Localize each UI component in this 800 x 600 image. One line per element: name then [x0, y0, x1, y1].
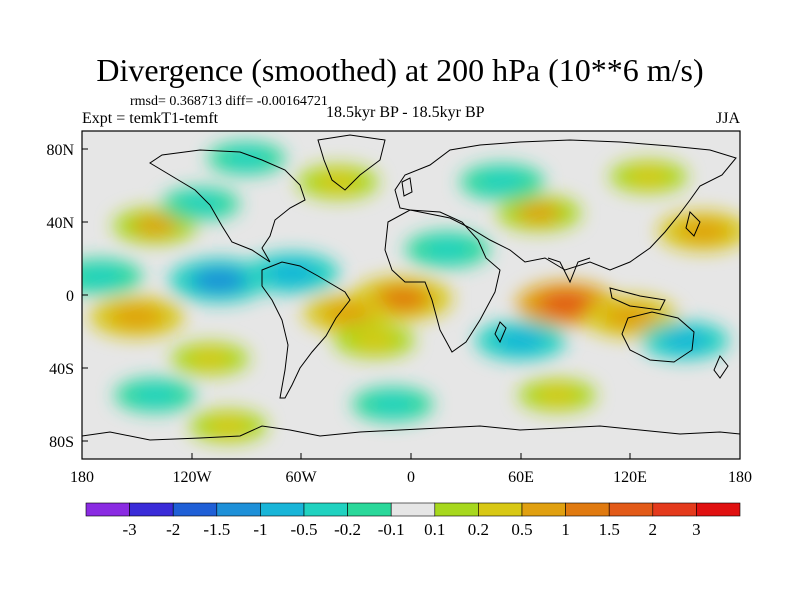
coastline-antarctica	[82, 425, 740, 441]
field-core-n-africa	[424, 238, 471, 260]
coastline-north-america	[149, 149, 306, 263]
colorbar-label: 0.2	[468, 520, 489, 539]
coastline-australia	[621, 311, 695, 363]
colorbar-label: 1.5	[599, 520, 620, 539]
field-core-c-pacific-eq	[82, 266, 124, 288]
colorbar-swatch	[696, 502, 741, 517]
colorbar-swatch	[216, 502, 261, 517]
colorbar-label: -1.5	[203, 520, 230, 539]
colorbar-swatch	[390, 502, 436, 517]
coastline-india	[547, 257, 591, 284]
lat-label-0: 0	[66, 288, 74, 305]
coastline-indonesia	[609, 287, 666, 311]
lat-label-40n: 40N	[46, 215, 74, 232]
field-core-nw-pacific	[678, 219, 729, 243]
field-core-e-pacific-itcz	[191, 267, 248, 294]
field-core-s-pacific-mid	[188, 349, 231, 369]
field-core-arctic-canada	[225, 148, 268, 168]
lon-label-120e: 120E	[613, 469, 647, 486]
colorbar-labels: -3 -2 -1.5 -1 -0.5 -0.2 -0.1 0.1 0.2 0.5 1 1.5 2 3	[123, 520, 701, 539]
colorbar-swatch	[260, 502, 305, 517]
colorbar-label: 2	[649, 520, 658, 539]
axis-ticks	[81, 148, 741, 459]
colorbar-label: 0.5	[511, 520, 532, 539]
colorbar-swatch	[434, 502, 479, 517]
colorbar-swatch	[478, 502, 523, 517]
colorbar-label: -3	[123, 520, 137, 539]
field-core-na-west	[179, 194, 222, 214]
field-core-indian-south	[495, 329, 546, 353]
season-label: JJA	[716, 110, 741, 127]
lon-label-180w: 180	[70, 469, 94, 486]
colorbar-label: -2	[166, 520, 180, 539]
colorbar-swatch	[521, 502, 566, 517]
field-core-europe-russia	[479, 171, 526, 193]
lon-label-120w: 120W	[172, 469, 212, 486]
colorbar-label: -0.5	[291, 520, 318, 539]
field-core-s-ocean-pacific	[133, 385, 178, 406]
coastline-eurasia	[394, 139, 737, 271]
colorbar-swatch	[608, 502, 654, 517]
field-core-siberia-east	[627, 167, 670, 187]
colorbar-swatch	[652, 502, 697, 517]
field-core-s-ocean-atlantic	[370, 394, 415, 415]
colorbar-swatch	[85, 502, 130, 517]
stats-text: rmsd= 0.368713 diff= -0.00164721	[130, 94, 328, 109]
lat-label-40s: 40S	[49, 361, 74, 378]
field-core-sw-pacific	[661, 329, 710, 352]
field-core-e-africa-indian	[538, 291, 595, 318]
field-core-caribbean	[266, 261, 319, 286]
field-core-antarctic-w	[207, 416, 250, 436]
lon-label-0: 0	[407, 469, 415, 486]
chart-title: Divergence (smoothed) at 200 hPa (10**6 …	[96, 52, 704, 88]
coastline-japan	[685, 211, 701, 237]
field-core-s-america-east	[323, 302, 372, 325]
colorbar-label: 1	[561, 520, 570, 539]
lat-label-80n: 80N	[46, 142, 74, 159]
field-core-e-pacific-south	[110, 304, 163, 329]
colorbar-swatch	[565, 502, 610, 517]
field-core-atlantic-south	[352, 330, 397, 351]
lat-label-80s: 80S	[49, 434, 74, 451]
colorbar-label: 0.1	[424, 520, 445, 539]
coastline-madagascar	[494, 321, 507, 344]
colorbar-label: -1	[253, 520, 267, 539]
field-core-s-ocean-indian	[536, 385, 579, 405]
colorbar-swatch	[347, 502, 392, 517]
colorbar-swatch	[129, 502, 174, 517]
coastline-south-america	[261, 261, 351, 399]
coastline-uk	[401, 177, 413, 197]
coastline-africa	[384, 209, 501, 353]
colorbar-swatch	[303, 502, 348, 517]
coastlines	[82, 134, 740, 441]
colorbar	[85, 502, 741, 517]
field-core-c-asia	[515, 202, 562, 224]
divergence-field	[82, 141, 740, 443]
colorbar-label: 3	[692, 520, 701, 539]
lon-label-60e: 60E	[508, 469, 534, 486]
field-core-maritime-sw	[604, 304, 657, 329]
field-core-n-atlantic-e	[315, 172, 360, 193]
colorbar-label: -0.1	[378, 520, 405, 539]
lon-label-60w: 60W	[285, 469, 317, 486]
field-core-west-africa	[373, 285, 430, 312]
colorbar-swatch	[172, 502, 218, 517]
experiment-label: Expt = temkT1-temft	[82, 110, 219, 127]
field-core-n-pacific-e	[132, 215, 179, 237]
period-label: 18.5kyr BP - 18.5kyr BP	[326, 104, 485, 121]
coastline-new-zealand	[713, 355, 729, 379]
coastline-greenland	[317, 134, 386, 191]
colorbar-label: -0.2	[334, 520, 361, 539]
lon-label-180e: 180	[728, 469, 752, 486]
